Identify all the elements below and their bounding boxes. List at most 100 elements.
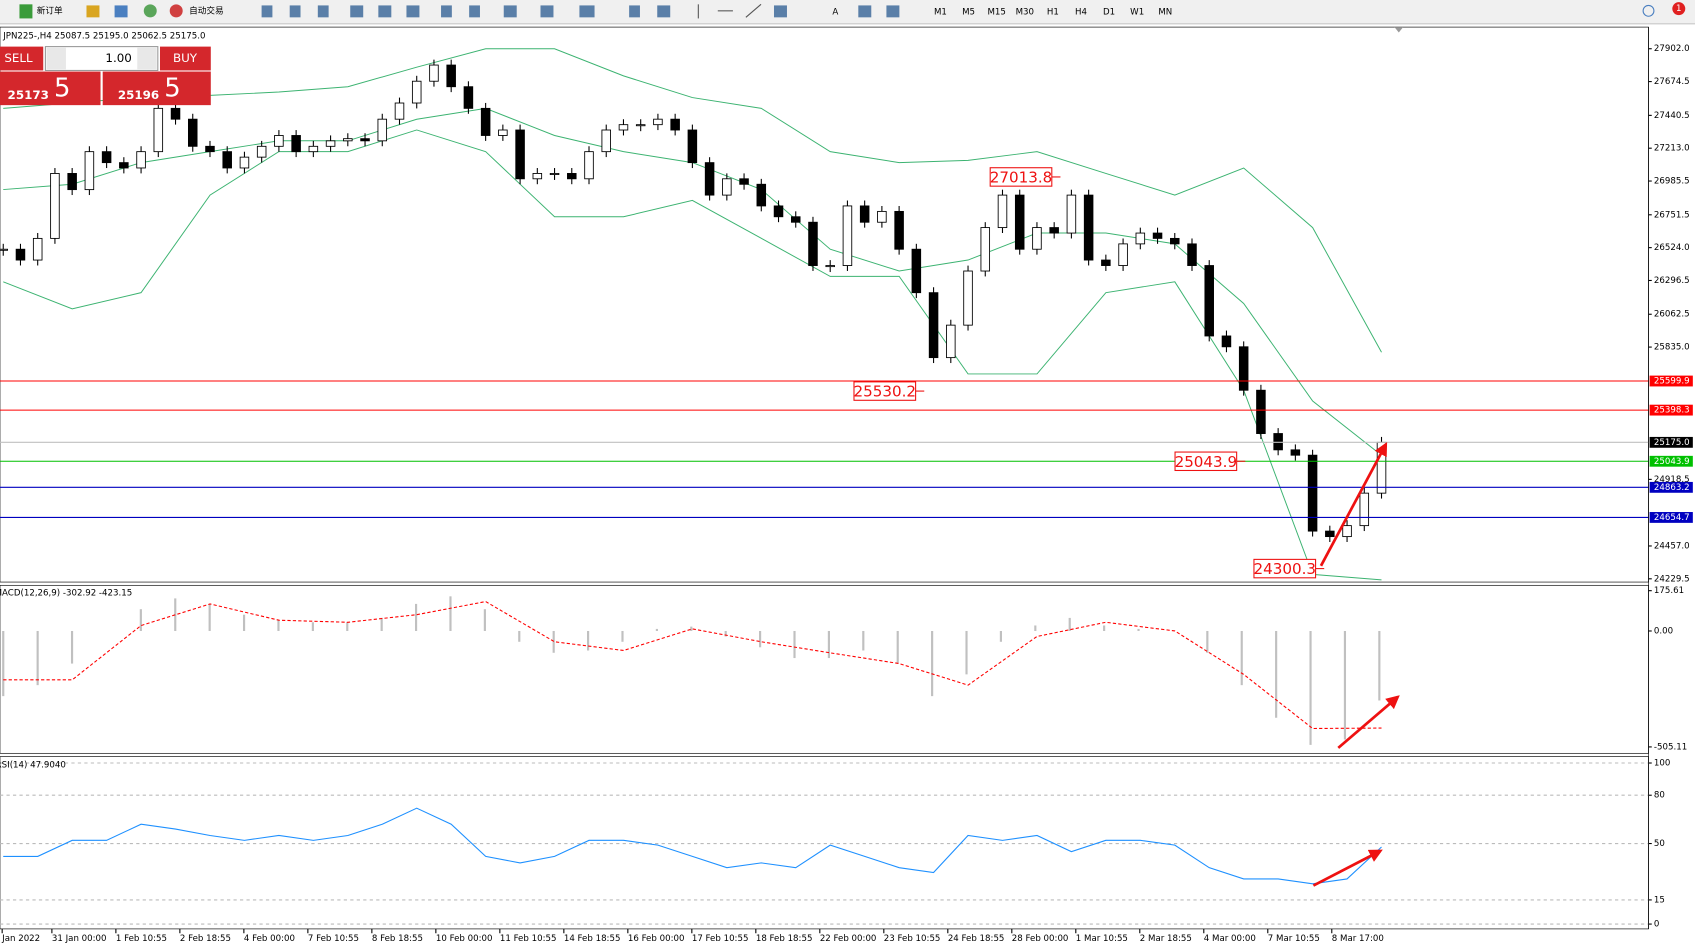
- plots: Jan 2022 31 Jan 00:00 1 Feb 10:55 2 Feb 18:…: [0, 27, 1693, 943]
- candle: [1359, 492, 1370, 527]
- candle: [15, 248, 26, 261]
- candle: [463, 86, 474, 109]
- bid-price: 25173: [8, 88, 49, 102]
- price-level-label: 25398.3: [1654, 406, 1690, 416]
- timeframe-button[interactable]: M1: [934, 7, 947, 17]
- timeframe-button[interactable]: M15: [987, 7, 1005, 17]
- volume-value[interactable]: 1.00: [105, 51, 131, 65]
- y-tick-label: 27440.5: [1654, 111, 1690, 121]
- ask-box[interactable]: [102, 71, 211, 106]
- tool-icon[interactable]: [143, 4, 157, 18]
- candle: [498, 129, 508, 136]
- candle: [291, 135, 301, 153]
- timeframe-button[interactable]: M5: [962, 7, 975, 17]
- time-label: Jan 2022: [1, 934, 40, 943]
- time-label: 8 Feb 18:55: [372, 934, 423, 943]
- price-level-tag: [1649, 512, 1693, 523]
- y-tick-label: 24457.0: [1654, 541, 1690, 551]
- timeframe-button[interactable]: H4: [1075, 7, 1087, 17]
- buy-button[interactable]: [159, 46, 211, 71]
- candle: [515, 129, 525, 180]
- search-icon[interactable]: [1642, 4, 1655, 17]
- bollinger-upper: [3, 48, 1382, 353]
- candle: [859, 205, 870, 223]
- volume-box[interactable]: [44, 46, 159, 71]
- time-label: 7 Feb 10:55: [308, 934, 359, 943]
- new-order-button[interactable]: 新订单: [37, 4, 63, 16]
- candle: [1032, 227, 1042, 250]
- annotation-label: 24300.3: [1253, 560, 1316, 578]
- y-tick-label: -505.11: [1654, 742, 1687, 752]
- annotation-label: 25530.2: [854, 383, 917, 401]
- timeframe-button[interactable]: H1: [1047, 7, 1059, 17]
- y-tick-label: 0: [1654, 920, 1659, 930]
- candle: [1307, 454, 1318, 532]
- price-level-label: 25599.9: [1654, 377, 1690, 387]
- candle: [1342, 525, 1352, 538]
- candle: [205, 145, 215, 153]
- y-tick-label: 26062.5: [1654, 310, 1690, 320]
- timeframe-button[interactable]: D1: [1103, 7, 1115, 17]
- y-tick-label: 27902.0: [1654, 44, 1690, 54]
- new-order-icon[interactable]: [19, 4, 33, 19]
- auto-trading-button[interactable]: 自动交易: [189, 4, 224, 16]
- timeframe-bar: M1 M5 M15 M30 H1 H4 D1 W1 MN: [934, 7, 1172, 17]
- candle: [256, 145, 267, 158]
- candle: [1152, 232, 1163, 239]
- timeframe-button[interactable]: W1: [1130, 7, 1144, 17]
- y-tick-label: 26296.5: [1654, 276, 1690, 286]
- y-tick-label: 27213.0: [1654, 144, 1690, 154]
- time-label: 22 Feb 00:00: [820, 934, 877, 943]
- time-label: 23 Feb 10:55: [884, 934, 941, 943]
- time-label: 2 Feb 18:55: [180, 934, 231, 943]
- time-label: 28 Feb 00:00: [1012, 934, 1069, 943]
- time-label: 11 Feb 10:55: [500, 934, 557, 943]
- candle: [790, 216, 801, 223]
- candle: [1083, 194, 1094, 261]
- price-level-label: 25043.9: [1654, 457, 1690, 467]
- candle: [756, 183, 767, 207]
- candle: [1135, 232, 1146, 245]
- candle: [377, 118, 388, 142]
- price-level-label: 24863.2: [1654, 483, 1690, 493]
- candle: [446, 64, 456, 88]
- rsi-arrow: [1312, 849, 1383, 887]
- candle: [343, 138, 353, 142]
- candle: [842, 205, 853, 266]
- candle: [1273, 433, 1283, 451]
- candle: [1256, 389, 1266, 434]
- candle: [32, 237, 43, 261]
- macd-signal: [3, 600, 1382, 730]
- candle: [549, 173, 560, 175]
- sell-label[interactable]: SELL: [4, 51, 33, 65]
- y-tick-label: 27674.5: [1654, 77, 1690, 87]
- tool-icon[interactable]: [86, 5, 100, 18]
- candle: [670, 118, 680, 131]
- candle: [825, 265, 835, 268]
- candle: [722, 178, 732, 196]
- y-tick-label: 50: [1654, 839, 1665, 849]
- volume-up[interactable]: [137, 47, 157, 70]
- auto-trading-icon[interactable]: [169, 4, 183, 18]
- time-label: 7 Mar 10:55: [1268, 934, 1320, 943]
- text-tool[interactable]: A: [832, 7, 838, 17]
- candle: [773, 205, 784, 218]
- sell-button[interactable]: [0, 46, 44, 71]
- volume-down[interactable]: [46, 47, 66, 70]
- alert-count: 1: [1676, 4, 1681, 14]
- timeframe-button[interactable]: M30: [1016, 7, 1034, 17]
- buy-label[interactable]: BUY: [173, 51, 198, 65]
- toolbar-line-tools: [697, 3, 762, 19]
- y-tick-label: 0.00: [1654, 626, 1673, 636]
- macd-arrow: [1337, 695, 1400, 749]
- timeframe-button[interactable]: MN: [1158, 7, 1172, 17]
- bid-box[interactable]: [0, 71, 101, 106]
- candle: [360, 138, 370, 142]
- alert-badge[interactable]: [1672, 2, 1686, 16]
- candle: [1187, 243, 1197, 266]
- candle: [601, 129, 611, 153]
- candle: [325, 140, 336, 147]
- price-level-tag: [1649, 455, 1693, 467]
- tool-icon[interactable]: [114, 5, 128, 18]
- candle: [1066, 194, 1077, 234]
